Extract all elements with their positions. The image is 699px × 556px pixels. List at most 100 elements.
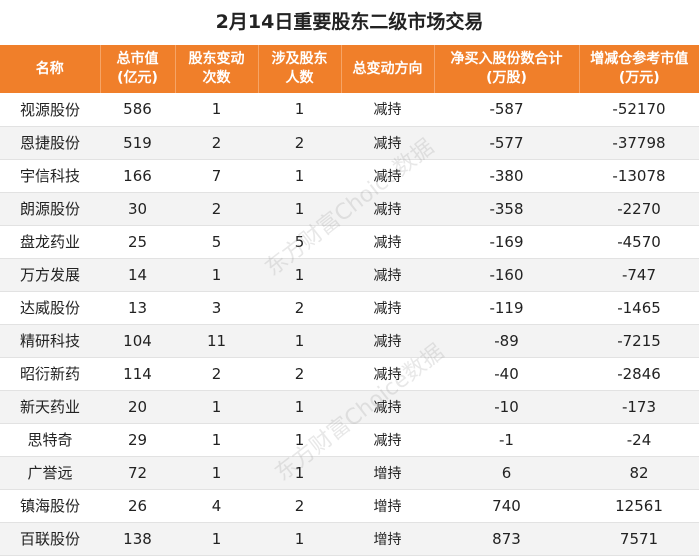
header-holder-count: 涉及股东 人数 xyxy=(258,45,342,93)
header-row: 名称 总市值 (亿元) 股东变动 次数 涉及股东 人数 总变动方向 净买入股份数合计(… xyxy=(0,45,699,93)
cell-market-cap: 72 xyxy=(100,456,175,490)
cell-holder-count: 2 xyxy=(258,126,341,160)
cell-change-count: 5 xyxy=(175,225,258,259)
cell-ref-value: -4570 xyxy=(579,225,699,259)
cell-net-shares: -587 xyxy=(434,93,579,127)
cell-ref-value: 82 xyxy=(579,456,699,490)
cell-holder-count: 2 xyxy=(258,357,341,391)
cell-name: 视源股份 xyxy=(0,93,100,127)
cell-net-shares: -380 xyxy=(434,159,579,193)
cell-name: 新天药业 xyxy=(0,390,100,424)
cell-change-count: 1 xyxy=(175,93,258,127)
cell-direction: 增持 xyxy=(341,456,434,490)
cell-net-shares: 873 xyxy=(434,522,579,556)
cell-direction: 减持 xyxy=(341,126,434,160)
table-row: 广誉远 72 1 1 增持 6 82 xyxy=(0,456,699,490)
cell-market-cap: 114 xyxy=(100,357,175,391)
cell-name: 广誉远 xyxy=(0,456,100,490)
cell-change-count: 7 xyxy=(175,159,258,193)
table-row: 新天药业 20 1 1 减持 -10 -173 xyxy=(0,390,699,424)
table-row: 达威股份 13 3 2 减持 -119 -1465 xyxy=(0,291,699,325)
cell-net-shares: -119 xyxy=(434,291,579,325)
cell-net-shares: -89 xyxy=(434,324,579,358)
cell-ref-value: -37798 xyxy=(579,126,699,160)
cell-holder-count: 1 xyxy=(258,93,341,127)
cell-name: 朗源股份 xyxy=(0,192,100,226)
cell-market-cap: 519 xyxy=(100,126,175,160)
cell-net-shares: 6 xyxy=(434,456,579,490)
cell-market-cap: 104 xyxy=(100,324,175,358)
cell-name: 盘龙药业 xyxy=(0,225,100,259)
cell-holder-count: 2 xyxy=(258,291,341,325)
cell-change-count: 11 xyxy=(175,324,258,358)
cell-change-count: 2 xyxy=(175,126,258,160)
cell-change-count: 4 xyxy=(175,489,258,523)
cell-market-cap: 138 xyxy=(100,522,175,556)
cell-name: 精研科技 xyxy=(0,324,100,358)
table-row: 百联股份 138 1 1 增持 873 7571 xyxy=(0,522,699,556)
cell-holder-count: 5 xyxy=(258,225,341,259)
table-row: 朗源股份 30 2 1 减持 -358 -2270 xyxy=(0,192,699,226)
header-ref-value: 增减仓参考市值 (万元) xyxy=(579,45,699,93)
table-body: 视源股份 586 1 1 减持 -587 -52170 恩捷股份 519 2 2 减持 -577 -377… xyxy=(0,93,699,556)
cell-name: 昭衍新药 xyxy=(0,357,100,391)
cell-holder-count: 1 xyxy=(258,192,341,226)
cell-direction: 减持 xyxy=(341,225,434,259)
cell-direction: 减持 xyxy=(341,159,434,193)
cell-name: 万方发展 xyxy=(0,258,100,292)
cell-ref-value: -7215 xyxy=(579,324,699,358)
cell-ref-value: 12561 xyxy=(579,489,699,523)
cell-ref-value: -1465 xyxy=(579,291,699,325)
header-name: 名称 xyxy=(0,45,101,93)
cell-net-shares: -40 xyxy=(434,357,579,391)
cell-direction: 增持 xyxy=(341,522,434,556)
cell-change-count: 3 xyxy=(175,291,258,325)
table-row: 盘龙药业 25 5 5 减持 -169 -4570 xyxy=(0,225,699,259)
cell-change-count: 1 xyxy=(175,423,258,457)
cell-market-cap: 14 xyxy=(100,258,175,292)
cell-ref-value: -52170 xyxy=(579,93,699,127)
table-row: 昭衍新药 114 2 2 减持 -40 -2846 xyxy=(0,357,699,391)
table-row: 万方发展 14 1 1 减持 -160 -747 xyxy=(0,258,699,292)
cell-direction: 增持 xyxy=(341,489,434,523)
cell-net-shares: -358 xyxy=(434,192,579,226)
page-title: 2月14日重要股东二级市场交易 xyxy=(215,11,484,33)
cell-net-shares: -10 xyxy=(434,390,579,424)
table-row: 思特奇 29 1 1 减持 -1 -24 xyxy=(0,423,699,457)
cell-holder-count: 1 xyxy=(258,258,341,292)
cell-change-count: 2 xyxy=(175,192,258,226)
cell-ref-value: -24 xyxy=(579,423,699,457)
cell-change-count: 1 xyxy=(175,390,258,424)
cell-net-shares: -577 xyxy=(434,126,579,160)
cell-net-shares: 740 xyxy=(434,489,579,523)
cell-market-cap: 29 xyxy=(100,423,175,457)
header-change-count: 股东变动 次数 xyxy=(175,45,259,93)
header-market-cap: 总市值 (亿元) xyxy=(100,45,176,93)
cell-ref-value: -2270 xyxy=(579,192,699,226)
cell-market-cap: 13 xyxy=(100,291,175,325)
cell-direction: 减持 xyxy=(341,192,434,226)
cell-net-shares: -169 xyxy=(434,225,579,259)
cell-ref-value: -2846 xyxy=(579,357,699,391)
cell-direction: 减持 xyxy=(341,291,434,325)
cell-direction: 减持 xyxy=(341,258,434,292)
cell-ref-value: -173 xyxy=(579,390,699,424)
cell-direction: 减持 xyxy=(341,423,434,457)
cell-market-cap: 25 xyxy=(100,225,175,259)
cell-change-count: 2 xyxy=(175,357,258,391)
cell-market-cap: 26 xyxy=(100,489,175,523)
cell-name: 达威股份 xyxy=(0,291,100,325)
cell-holder-count: 1 xyxy=(258,522,341,556)
table-row: 精研科技 104 11 1 减持 -89 -7215 xyxy=(0,324,699,358)
cell-market-cap: 20 xyxy=(100,390,175,424)
cell-direction: 减持 xyxy=(341,390,434,424)
cell-net-shares: -1 xyxy=(434,423,579,457)
cell-name: 镇海股份 xyxy=(0,489,100,523)
cell-ref-value: -13078 xyxy=(579,159,699,193)
cell-direction: 减持 xyxy=(341,324,434,358)
cell-change-count: 1 xyxy=(175,456,258,490)
cell-change-count: 1 xyxy=(175,522,258,556)
cell-name: 宇信科技 xyxy=(0,159,100,193)
cell-ref-value: 7571 xyxy=(579,522,699,556)
